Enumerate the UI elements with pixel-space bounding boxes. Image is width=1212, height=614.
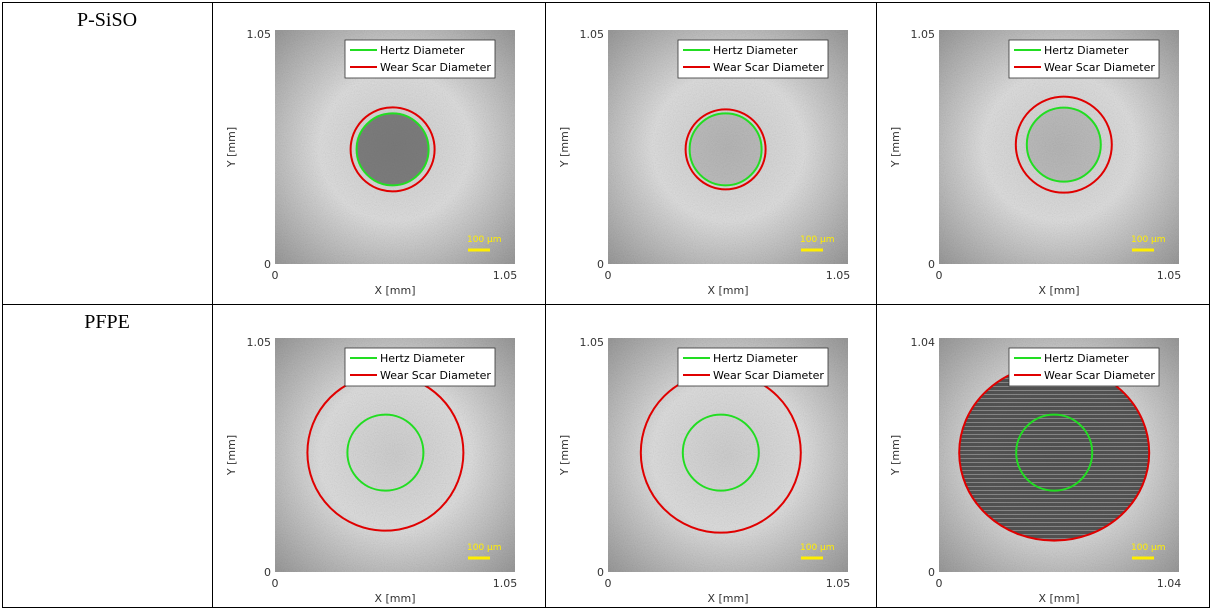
x-tick-label: 0: [272, 269, 279, 282]
x-axis-label: X [mm]: [374, 592, 415, 605]
y-axis-label: Y [mm]: [225, 127, 238, 168]
x-axis-label: X [mm]: [1038, 284, 1079, 297]
scale-bar-label: 100 μm: [800, 543, 835, 553]
legend-label: Wear Scar Diameter: [1044, 61, 1155, 74]
scale-bar-label: 100 μm: [1131, 235, 1166, 245]
y-axis-label: Y [mm]: [225, 435, 238, 476]
legend-label: Wear Scar Diameter: [380, 61, 491, 74]
legend-label: Wear Scar Diameter: [713, 61, 824, 74]
x-tick-label: 1.05: [826, 269, 851, 282]
y-tick-label: 0: [264, 258, 271, 271]
legend-label: Wear Scar Diameter: [1044, 369, 1155, 382]
y-tick-label: 1.05: [247, 28, 272, 41]
y-tick-label: 0: [928, 258, 935, 271]
legend-label: Hertz Diameter: [713, 44, 798, 57]
x-tick-label: 1.05: [493, 577, 518, 590]
y-tick-label: 0: [597, 258, 604, 271]
y-tick-label: 0: [928, 566, 935, 579]
y-tick-label: 1.05: [580, 28, 605, 41]
x-tick-label: 0: [605, 269, 612, 282]
plot: Hertz Diameter Wear Scar Diameter 100 μm 1.…: [889, 336, 1181, 605]
x-axis-label: X [mm]: [707, 592, 748, 605]
x-axis-label: X [mm]: [1038, 592, 1079, 605]
x-axis-label: X [mm]: [374, 284, 415, 297]
row-label: PFPE: [84, 311, 130, 333]
plot: Hertz Diameter Wear Scar Diameter 100 μm 1.…: [225, 28, 517, 297]
scale-bar-label: 100 μm: [1131, 543, 1166, 553]
legend-label: Hertz Diameter: [713, 352, 798, 365]
legend-label: Hertz Diameter: [1044, 44, 1129, 57]
y-axis-label: Y [mm]: [558, 127, 571, 168]
y-axis-label: Y [mm]: [889, 435, 902, 476]
legend-label: Wear Scar Diameter: [380, 369, 491, 382]
x-tick-label: 0: [605, 577, 612, 590]
y-tick-label: 1.04: [911, 336, 936, 349]
x-tick-label: 1.05: [826, 577, 851, 590]
x-tick-label: 0: [936, 269, 943, 282]
x-tick-label: 0: [272, 577, 279, 590]
y-tick-label: 0: [597, 566, 604, 579]
plot: Hertz Diameter Wear Scar Diameter 100 μm 1.…: [889, 28, 1181, 297]
row-label: P-SiSO: [77, 9, 137, 31]
scale-bar-label: 100 μm: [467, 235, 502, 245]
plot: Hertz Diameter Wear Scar Diameter 100 μm 1.…: [558, 336, 850, 605]
y-tick-label: 0: [264, 566, 271, 579]
plot: Hertz Diameter Wear Scar Diameter 100 μm 1.…: [225, 336, 517, 605]
y-axis-label: Y [mm]: [558, 435, 571, 476]
plot: Hertz Diameter Wear Scar Diameter 100 μm 1.…: [558, 28, 850, 297]
y-tick-label: 1.05: [247, 336, 272, 349]
scale-bar-label: 100 μm: [467, 543, 502, 553]
figure-table: P-SiSO Hertz Diameter Wear Scar Diameter 10…: [0, 0, 1212, 614]
x-tick-label: 1.05: [1157, 269, 1182, 282]
x-tick-label: 0: [936, 577, 943, 590]
legend-label: Hertz Diameter: [1044, 352, 1129, 365]
x-tick-label: 1.04: [1157, 577, 1182, 590]
legend-label: Hertz Diameter: [380, 44, 465, 57]
y-tick-label: 1.05: [911, 28, 936, 41]
x-tick-label: 1.05: [493, 269, 518, 282]
legend-label: Wear Scar Diameter: [713, 369, 824, 382]
scale-bar-label: 100 μm: [800, 235, 835, 245]
x-axis-label: X [mm]: [707, 284, 748, 297]
y-axis-label: Y [mm]: [889, 127, 902, 168]
y-tick-label: 1.05: [580, 336, 605, 349]
legend-label: Hertz Diameter: [380, 352, 465, 365]
